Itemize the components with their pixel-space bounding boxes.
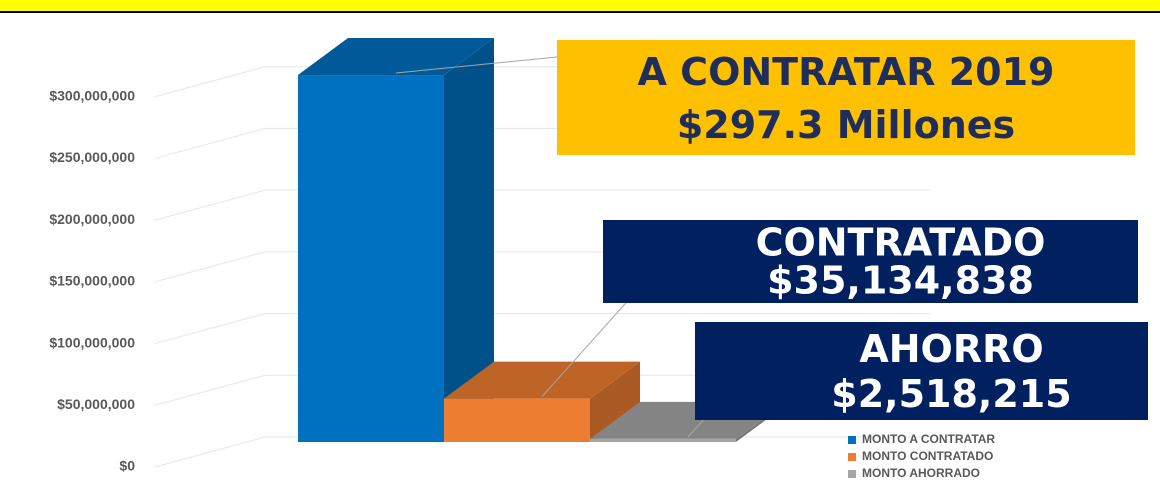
- value-label: $35,134,838: [767, 259, 1034, 303]
- bar: [444, 398, 590, 442]
- grid-line: [154, 189, 930, 221]
- bar: [590, 438, 736, 442]
- y-tick-label: $300,000,000: [49, 87, 135, 103]
- value-label: $297.3 Millones: [677, 103, 1015, 147]
- legend-swatch: [848, 453, 856, 461]
- label-box: [603, 220, 1138, 303]
- legend-swatch: [848, 470, 856, 478]
- legend-label: MONTO AHORRADO: [862, 466, 980, 480]
- bar-side: [590, 361, 640, 442]
- legend-swatch: [848, 436, 856, 444]
- bars: [298, 38, 786, 443]
- legend-label: MONTO A CONTRATAR: [862, 432, 995, 446]
- annotations: A CONTRATAR 2019 $297.3 Millones CONTRATAD…: [395, 40, 1148, 438]
- y-tick-label: $250,000,000: [49, 149, 135, 165]
- bar-top: [298, 38, 494, 76]
- bar-side: [444, 38, 494, 443]
- bar-top: [444, 361, 640, 399]
- y-tick-label: $150,000,000: [49, 273, 135, 289]
- grid: $0 $50,000,000 $100,000,000 $150,000,000 $20…: [49, 66, 930, 474]
- legend-label: MONTO CONTRATADO: [862, 449, 993, 463]
- label-title: A CONTRATAR 2019: [638, 50, 1055, 94]
- y-tick-label: $50,000,000: [57, 396, 135, 412]
- label-title: CONTRATADO: [756, 220, 1046, 264]
- bar: [298, 75, 444, 442]
- label-box: [557, 40, 1135, 155]
- legend: MONTO A CONTRATAR MONTO CONTRATADO MONTO A…: [848, 432, 995, 480]
- y-tick-label: $0: [119, 458, 135, 474]
- y-tick-label: $100,000,000: [49, 334, 135, 350]
- label-title: AHORRO: [859, 327, 1043, 371]
- grid-line: [154, 313, 930, 345]
- label-box: [695, 322, 1148, 420]
- value-label: $2,518,215: [831, 372, 1071, 416]
- top-banner: [0, 0, 1160, 12]
- y-tick-label: $200,000,000: [49, 211, 135, 227]
